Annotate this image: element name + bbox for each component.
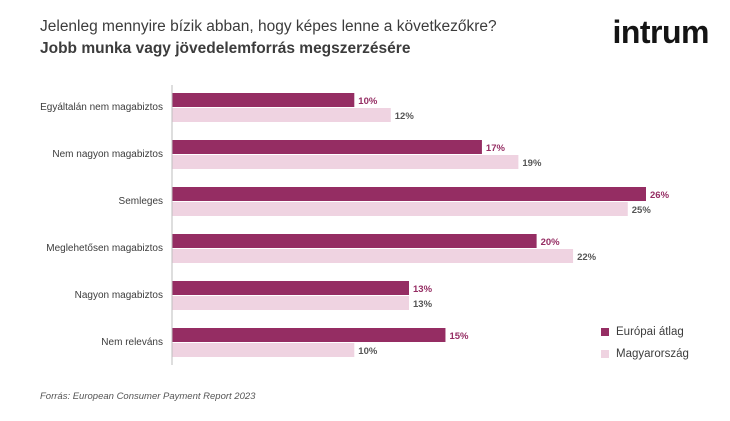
bar-hungary [172,155,519,169]
value-label-europe: 17% [486,143,506,154]
bar-europe [172,328,446,342]
bar-europe [172,187,646,201]
value-label-hungary: 13% [413,299,433,310]
value-label-europe: 20% [541,237,561,248]
category-label: Meglehetősen magabiztos [46,243,163,254]
category-label: Nem releváns [101,337,163,348]
value-label-europe: 26% [650,190,670,201]
source-note: Forrás: European Consumer Payment Report… [40,391,256,402]
chart-subtitle: Jobb munka vagy jövedelemforrás megszerz… [40,40,411,57]
bar-europe [172,281,409,295]
value-label-europe: 15% [449,331,469,342]
bar-hungary [172,108,391,122]
intrum-logo: intrum [612,14,709,50]
bar-europe [172,234,537,248]
bar-europe [172,140,482,154]
category-label: Nagyon magabiztos [75,290,163,301]
legend-label-europe: Európai átlag [616,326,684,338]
legend-item-hungary: Magyarország [601,343,689,365]
legend-item-europe: Európai átlag [601,321,689,343]
legend: Európai átlag Magyarország [601,321,689,365]
legend-swatch-europe [601,328,609,336]
value-label-hungary: 19% [522,158,542,169]
value-label-hungary: 10% [358,346,378,357]
value-label-hungary: 22% [577,252,597,263]
value-label-hungary: 25% [632,205,652,216]
category-label: Semleges [119,196,163,207]
value-label-hungary: 12% [395,111,415,122]
bar-hungary [172,343,355,357]
bar-europe [172,93,355,107]
value-label-europe: 13% [413,284,433,295]
category-label: Egyáltalán nem magabiztos [40,102,163,113]
legend-label-hungary: Magyarország [616,348,689,360]
bar-hungary [172,296,409,310]
value-label-europe: 10% [358,96,378,107]
legend-swatch-hungary [601,350,609,358]
bar-hungary [172,202,628,216]
bar-hungary [172,249,574,263]
chart-title: Jelenleg mennyire bízik abban, hogy képe… [40,18,497,35]
category-label: Nem nagyon magabiztos [52,149,163,160]
